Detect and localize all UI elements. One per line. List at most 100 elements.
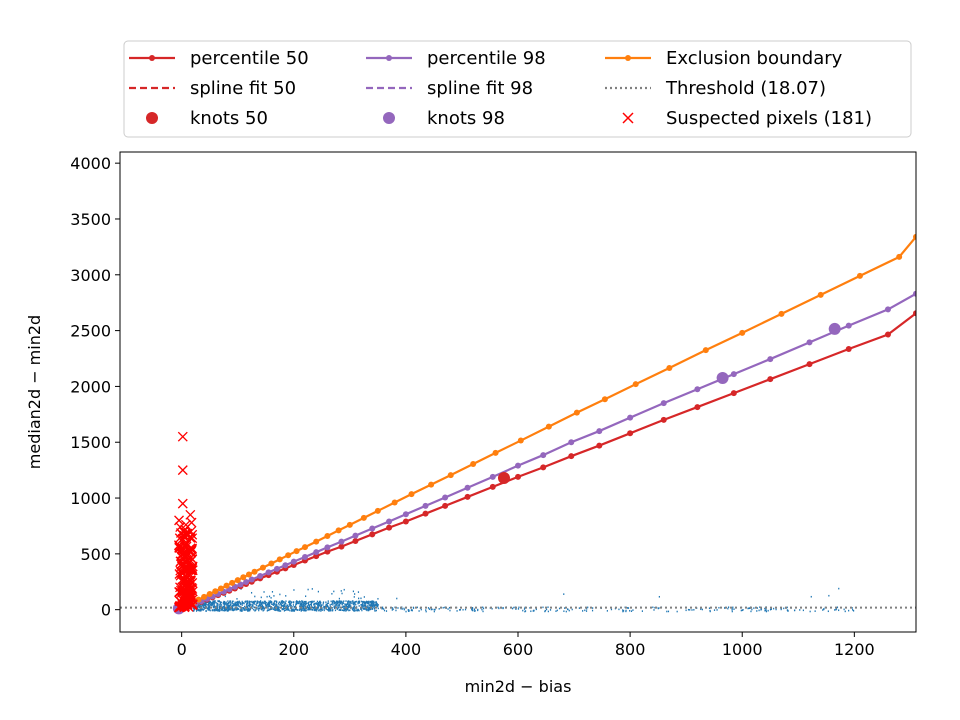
cloud-point [332,602,334,605]
cloud-point [211,604,213,607]
series-point [913,290,916,297]
cloud-point [353,596,355,598]
cloud-point [370,604,372,606]
cloud-point [285,600,287,603]
cloud-point [223,603,225,605]
series-point [845,322,852,329]
cloud-point [205,610,207,612]
cloud-point [252,605,254,607]
cloud-point [425,610,427,613]
cloud-point [228,608,230,611]
cloud-point [482,606,484,609]
cloud-point [203,604,205,607]
suspected-pixel [187,561,198,572]
cloud-point [759,606,761,608]
cloud-point [342,602,344,605]
cloud-point [334,609,337,612]
cloud-point [363,596,365,598]
cloud-point [303,603,305,606]
cloud-point [591,609,594,612]
cloud-point [239,610,241,612]
cloud-point [254,595,256,598]
cloud-point [283,607,286,610]
x-tick-label: 400 [391,640,422,659]
cloud-point [373,600,375,603]
cloud-point [258,600,260,603]
cloud-point [364,607,366,609]
cloud-point [823,608,825,610]
cloud-point [300,603,303,606]
cloud-point [209,600,211,603]
cloud-point [276,605,278,607]
cloud-point [199,607,201,610]
cloud-point [371,602,373,604]
cloud-point [220,603,222,605]
cloud-point [216,606,218,609]
x-tick-label: 800 [615,640,646,659]
cloud-point [293,608,295,610]
cloud-point [320,601,322,604]
cloud-point [275,605,277,608]
cloud-point [349,609,351,612]
cloud-point [751,608,753,611]
cloud-point [272,602,275,605]
cloud-point [278,606,280,608]
cloud-point [212,601,214,604]
cloud-point [556,609,558,612]
cloud-point [347,602,349,605]
cloud-point [232,607,234,610]
cloud-point [396,597,398,600]
cloud-point [397,607,399,609]
series-point [206,591,213,598]
cloud-point [235,601,238,604]
cloud-point [558,607,561,610]
cloud-point [353,604,355,606]
cloud-point [230,603,232,606]
cloud-point [337,607,340,609]
cloud-point [337,601,339,604]
cloud-point [211,603,214,606]
cloud-point [214,606,216,608]
cloud-point [731,607,733,610]
cloud-point [222,601,224,604]
legend-label: Threshold (18.07) [665,78,826,99]
cloud-point [843,608,845,611]
y-tick-label: 0 [101,601,111,620]
cloud-point [260,602,262,605]
series-point [442,494,449,501]
cloud-point [215,602,217,604]
cloud-point [301,605,303,608]
cloud-point [308,608,310,611]
cloud-point [292,609,294,611]
cloud-point [311,608,313,611]
suspected-pixel [181,529,192,540]
cloud-point [302,606,304,609]
cloud-point [223,600,226,603]
cloud-point [341,609,343,612]
cloud-point [196,606,198,609]
cloud-point [311,606,313,609]
cloud-point [425,609,427,611]
cloud-point [352,590,355,593]
cloud-point [731,610,733,613]
cloud-point [336,603,338,606]
cloud-point [381,606,384,609]
cloud-point [270,600,272,602]
legend-label: percentile 50 [190,48,309,69]
cloud-point [307,602,310,604]
cloud-point [249,605,251,608]
cloud-point [229,608,231,610]
cloud-point [522,609,524,612]
series-point [338,543,345,550]
cloud-point [231,608,233,611]
series-point [806,339,813,346]
cloud-point [273,600,276,603]
cloud-point [582,610,584,612]
legend-item: Exclusion boundary [605,48,843,69]
plot-frame [119,151,917,633]
cloud-point [322,601,325,603]
cloud-point [368,603,370,605]
cloud-point [325,605,328,608]
cloud-point [242,601,244,604]
cloud-point [517,608,520,610]
